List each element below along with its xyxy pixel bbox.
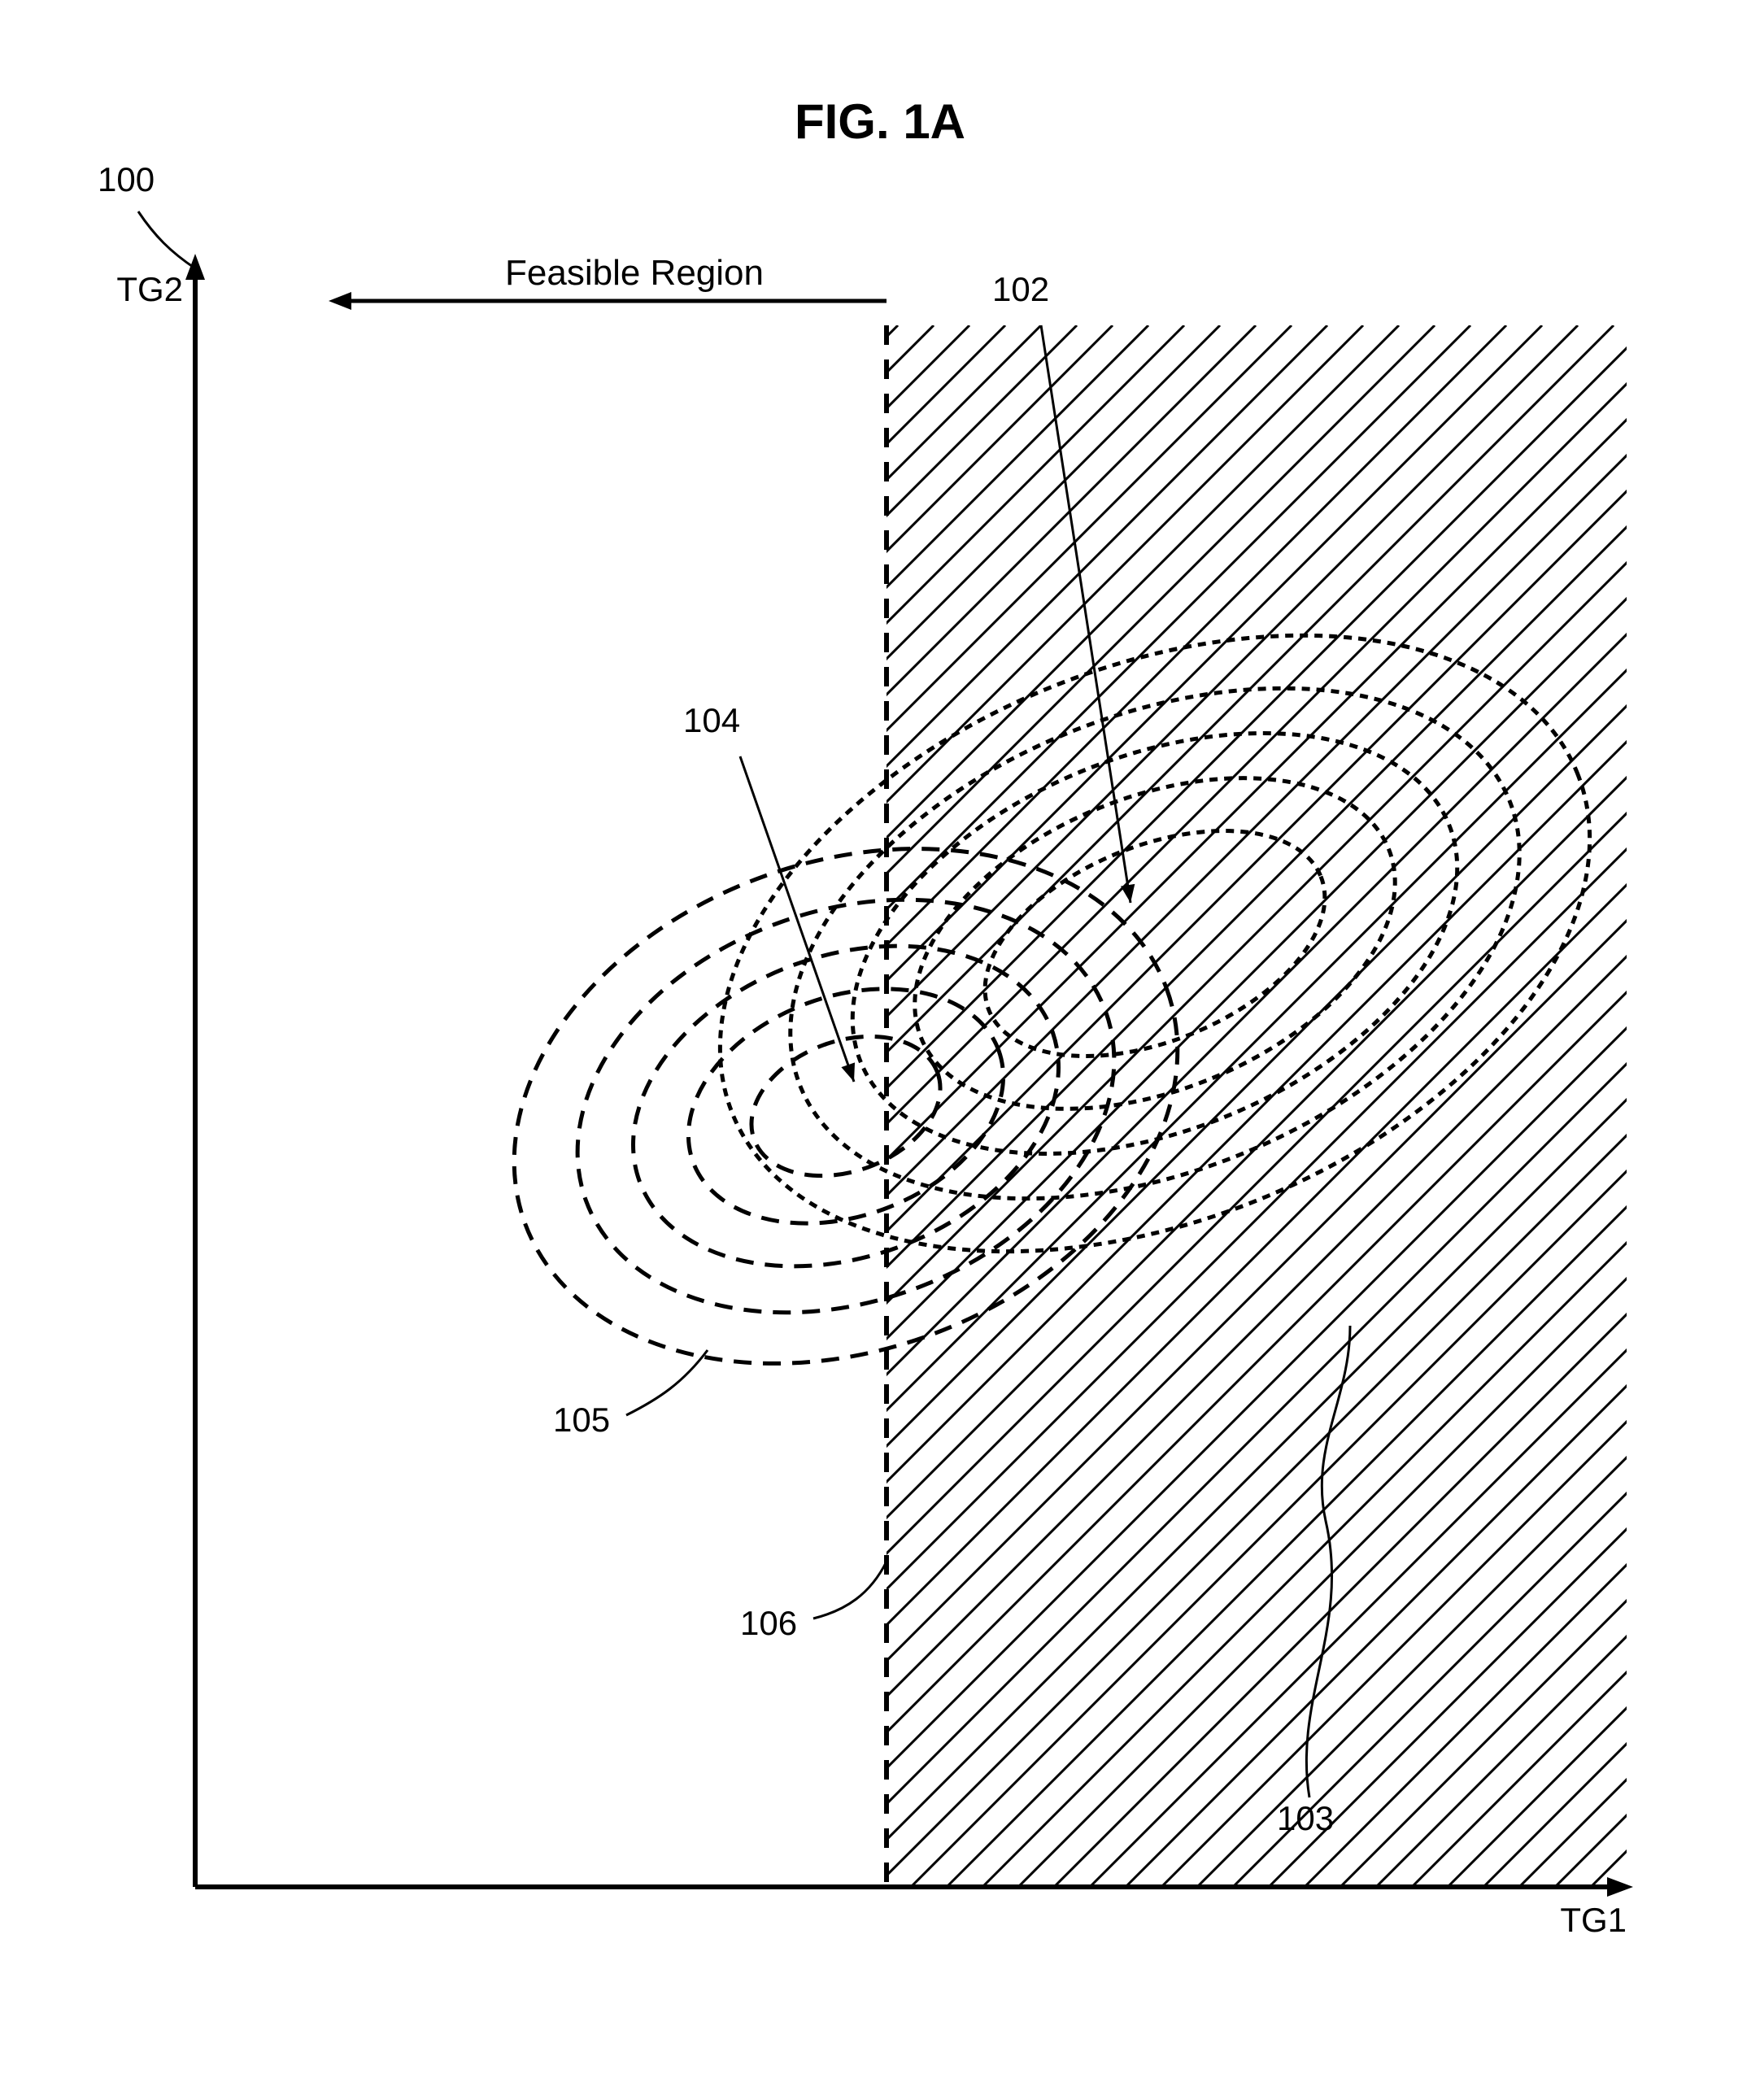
hatched-region (33, 325, 1727, 1887)
callout-102: 102 (992, 270, 1049, 308)
figure-title: FIG. 1A (795, 94, 965, 149)
callout-100: 100 (98, 160, 155, 198)
axes (185, 254, 1633, 1897)
feasible-region-label: Feasible Region (329, 253, 887, 310)
callout-106: 106 (740, 1604, 797, 1642)
feasible-region-text: Feasible Region (505, 253, 764, 293)
contour-ellipses-102 (629, 516, 1680, 1370)
y-axis-label: TG2 (116, 270, 183, 308)
x-axis-label: TG1 (1560, 1901, 1627, 1939)
callout-104: 104 (683, 701, 740, 739)
diagram-svg: FIG. 1A Feasible Region TG1 TG2 100 102 10… (33, 33, 1727, 2067)
callout-105: 105 (553, 1401, 610, 1439)
figure-container: FIG. 1A Feasible Region TG1 TG2 100 102 10… (33, 33, 1727, 2067)
callout-103: 103 (1277, 1799, 1334, 1837)
